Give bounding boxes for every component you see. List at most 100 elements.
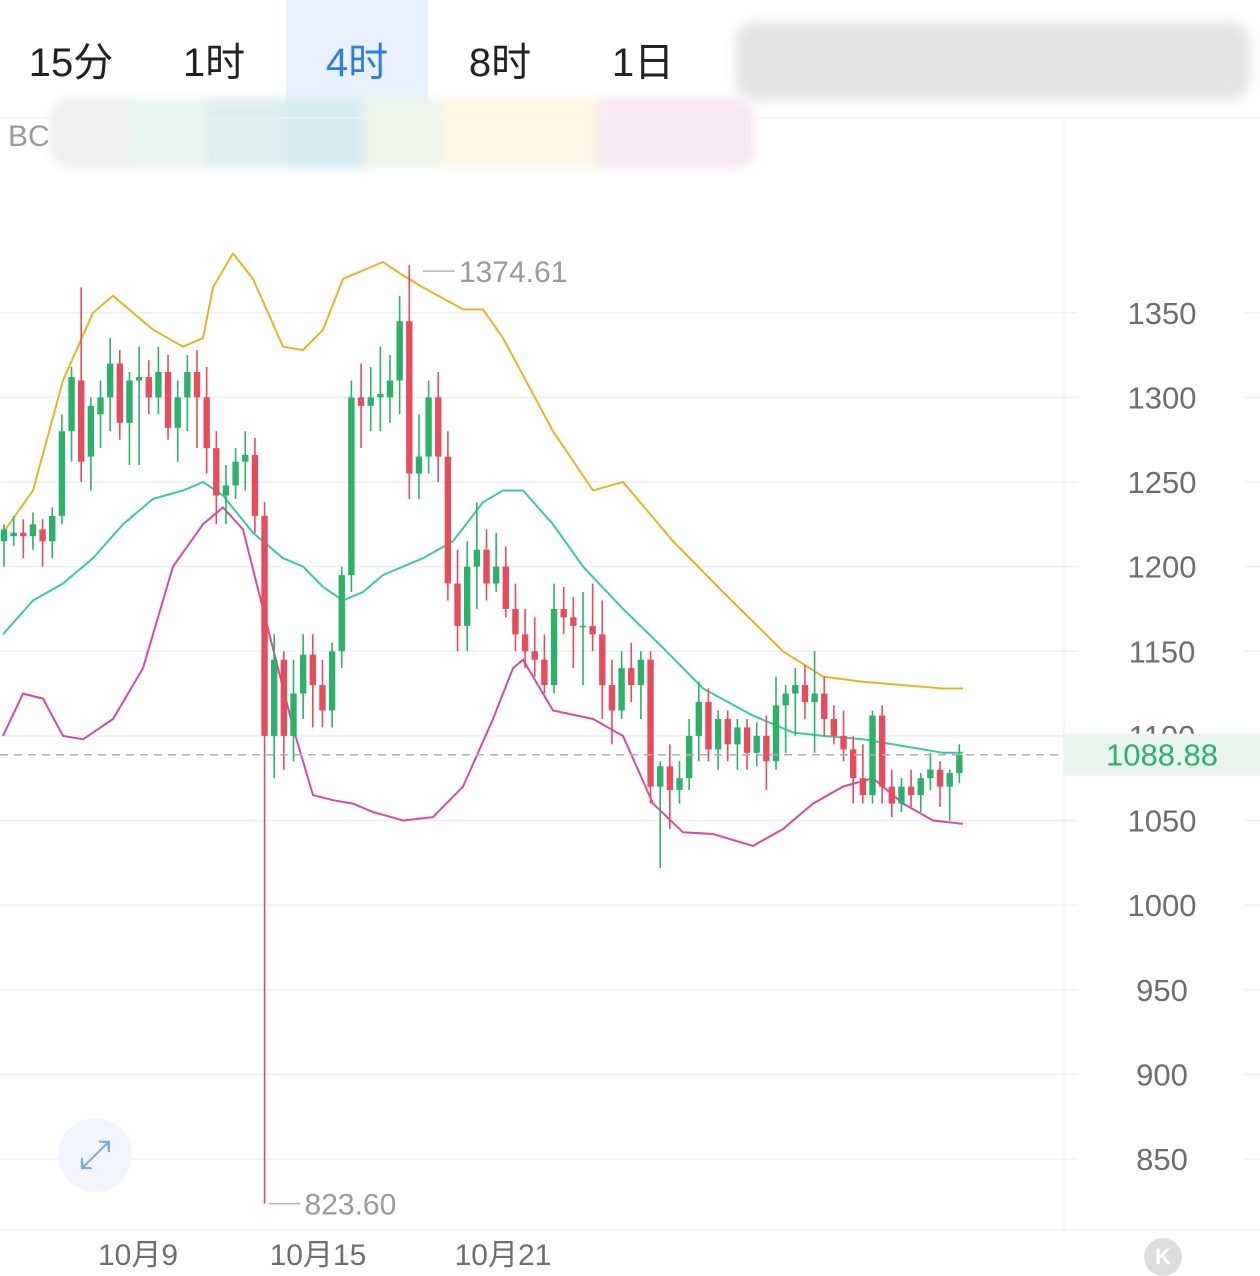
candle-body bbox=[454, 583, 461, 626]
candle-body bbox=[705, 702, 712, 750]
candle-body bbox=[531, 651, 538, 660]
candle-up bbox=[367, 366, 374, 432]
candle-body bbox=[724, 718, 731, 745]
candle-up bbox=[657, 761, 664, 868]
candle-body bbox=[184, 371, 191, 398]
candle-body bbox=[193, 371, 201, 398]
candle-up bbox=[222, 465, 230, 525]
candle-body bbox=[946, 773, 953, 787]
candle-body bbox=[821, 693, 828, 719]
candle-body bbox=[58, 431, 66, 516]
candle-body bbox=[830, 718, 838, 736]
candle-up bbox=[232, 448, 239, 499]
tab-8h[interactable]: 8时 bbox=[468, 41, 532, 85]
candle-body bbox=[579, 625, 587, 628]
price-labels: 1088.88 1374.61 823.60 bbox=[0, 256, 1260, 1222]
expand-arrows-icon: ⤢ bbox=[79, 1132, 111, 1177]
upper-band-line bbox=[2, 251, 963, 690]
candle-down bbox=[39, 519, 46, 567]
x-tick-label: 10月9 bbox=[98, 1239, 178, 1271]
candle-down bbox=[435, 371, 442, 482]
candle-down bbox=[454, 549, 461, 652]
tab-1h[interactable]: 1时 bbox=[182, 41, 246, 85]
candle-body bbox=[898, 786, 905, 804]
candle-body bbox=[425, 397, 432, 457]
candle-body bbox=[435, 397, 442, 457]
candle-body bbox=[97, 397, 104, 415]
x-tick-label: 10月21 bbox=[455, 1239, 552, 1271]
candle-body bbox=[521, 634, 529, 652]
candle-body bbox=[917, 778, 924, 796]
candle-up bbox=[473, 502, 481, 609]
candle-down bbox=[647, 651, 654, 804]
candle-body bbox=[78, 380, 85, 462]
candle-down bbox=[406, 265, 413, 499]
candle-down bbox=[116, 349, 123, 440]
candle-down bbox=[521, 608, 529, 669]
candle-body bbox=[782, 693, 789, 706]
candle-body bbox=[792, 685, 799, 694]
y-tick-label: 1200 bbox=[1128, 550, 1197, 585]
candle-down bbox=[859, 744, 867, 804]
y-tick-label: 1250 bbox=[1128, 465, 1197, 500]
y-tick-label: 1350 bbox=[1128, 296, 1197, 331]
candle-body bbox=[811, 693, 818, 703]
candle-down bbox=[164, 355, 172, 440]
redacted-toolbar bbox=[735, 22, 1250, 100]
candle-body bbox=[878, 715, 886, 787]
candle-body bbox=[348, 397, 355, 576]
candle-body bbox=[116, 363, 123, 423]
candle-up bbox=[29, 512, 37, 550]
candle-body bbox=[657, 766, 664, 787]
candle-up bbox=[174, 380, 181, 462]
candle-up bbox=[676, 761, 683, 804]
candle-up bbox=[348, 380, 355, 593]
candle-up bbox=[753, 722, 760, 767]
candle-body bbox=[743, 727, 751, 753]
candle-down bbox=[512, 583, 519, 652]
candle-down bbox=[261, 502, 268, 1204]
candle-down bbox=[213, 431, 220, 525]
x-tick-label: 10月15 bbox=[270, 1239, 367, 1271]
candle-up bbox=[396, 295, 403, 415]
candle-up bbox=[10, 515, 17, 547]
candle-body bbox=[49, 515, 56, 542]
candle-body bbox=[164, 371, 172, 428]
candle-body bbox=[299, 654, 307, 694]
candle-body bbox=[261, 515, 268, 736]
candle-down bbox=[801, 664, 809, 719]
candle-up bbox=[782, 685, 789, 753]
candle-up bbox=[299, 634, 307, 719]
candle-down bbox=[599, 600, 606, 719]
expand-button[interactable]: ⤢ bbox=[58, 1118, 132, 1192]
candle-body bbox=[357, 397, 365, 406]
candle-body bbox=[888, 786, 895, 804]
candle-body bbox=[126, 380, 133, 423]
candle-down bbox=[821, 676, 828, 736]
candle-up bbox=[106, 338, 114, 432]
candle-up bbox=[618, 651, 625, 719]
candle-down bbox=[608, 659, 616, 745]
candle-up bbox=[126, 371, 133, 466]
low-price-label: 823.60 bbox=[305, 1189, 397, 1222]
candle-down bbox=[444, 431, 452, 601]
candle-body bbox=[415, 456, 423, 474]
bollinger-bands bbox=[2, 251, 964, 847]
candle-body bbox=[541, 659, 548, 686]
candle-up bbox=[714, 710, 722, 770]
candle-body bbox=[20, 532, 27, 537]
candle-body bbox=[859, 778, 867, 796]
tab-15m[interactable]: 15分 bbox=[28, 41, 114, 85]
tab-1d[interactable]: 1日 bbox=[611, 41, 675, 85]
candle-body bbox=[927, 769, 934, 779]
symbol-label: BC bbox=[8, 120, 50, 153]
candle-up bbox=[49, 507, 56, 559]
candle-up bbox=[87, 397, 95, 491]
candle-body bbox=[377, 393, 384, 398]
candle-up bbox=[695, 681, 702, 762]
candle-body bbox=[203, 397, 210, 449]
candle-down bbox=[936, 761, 944, 807]
candle-body bbox=[464, 566, 471, 626]
candle-down bbox=[145, 360, 152, 415]
